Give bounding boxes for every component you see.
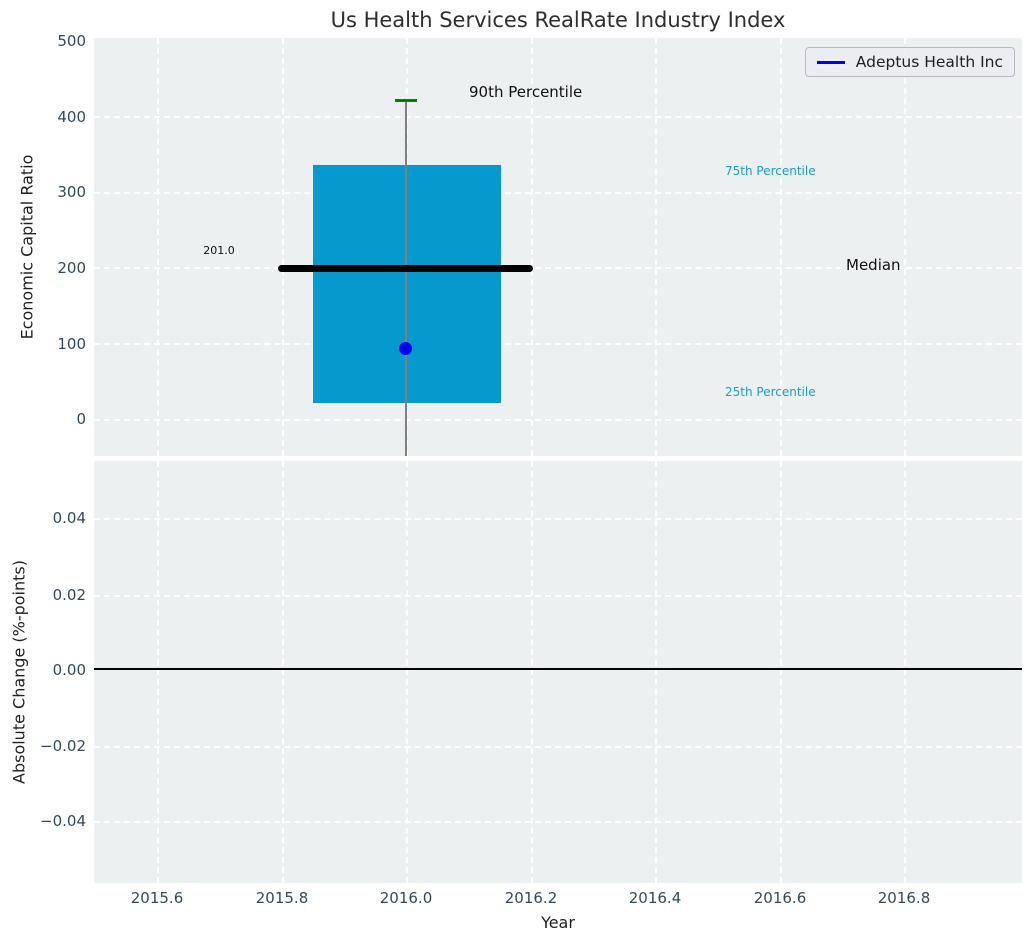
gridline-horizontal <box>94 116 1022 118</box>
90th-percentile-label: 90th Percentile <box>469 83 583 101</box>
x-tick-label: 2015.8 <box>255 889 309 907</box>
median-label: Median <box>846 256 901 274</box>
gridline-horizontal <box>94 267 1022 269</box>
y-tick-label: 0 <box>76 410 86 428</box>
legend-label: Adeptus Health Inc <box>855 53 1003 71</box>
median-line <box>278 265 533 272</box>
y-tick-label: −0.04 <box>40 812 86 830</box>
y-tick-label: 0.04 <box>52 509 86 527</box>
gridline-horizontal <box>94 518 1022 520</box>
chart-title: Us Health Services RealRate Industry Ind… <box>330 8 786 32</box>
x-tick-label: 2016.0 <box>379 889 433 907</box>
gridline-vertical <box>904 461 906 883</box>
gridline-vertical <box>655 38 657 456</box>
legend: Adeptus Health Inc <box>804 47 1015 77</box>
y-tick-label: 0.00 <box>52 661 86 679</box>
75th-percentile-label: 75th Percentile <box>725 164 816 178</box>
x-tick-label: 2016.2 <box>504 889 558 907</box>
gridline-vertical <box>780 38 782 456</box>
whisker-line <box>405 100 407 456</box>
gridline-vertical <box>282 38 284 456</box>
legend-line-swatch <box>816 60 845 64</box>
bottom-y-axis-title: Absolute Change (%-points) <box>9 560 29 784</box>
gridline-vertical <box>157 38 159 456</box>
gridline-horizontal <box>94 821 1022 823</box>
y-tick-label: 500 <box>57 32 86 50</box>
gridline-vertical <box>282 461 284 883</box>
top-y-axis-title: Economic Capital Ratio <box>17 154 37 340</box>
gridline-vertical <box>406 461 408 883</box>
x-tick-label: 2016.4 <box>628 889 682 907</box>
y-tick-label: 100 <box>57 335 86 353</box>
x-tick-label: 2016.6 <box>753 889 807 907</box>
zero-reference-line <box>94 668 1022 670</box>
y-tick-label: 200 <box>57 259 86 277</box>
y-tick-label: 0.02 <box>52 586 86 604</box>
y-tick-label: −0.02 <box>40 737 86 755</box>
gridline-vertical <box>157 461 159 883</box>
gridline-vertical <box>780 461 782 883</box>
gridline-horizontal <box>94 595 1022 597</box>
top-axes-economic-capital-ratio: 201.0 90th Percentile 75th Percentile Me… <box>94 38 1022 456</box>
gridline-vertical <box>531 38 533 456</box>
median-value-label: 201.0 <box>203 244 235 257</box>
gridline-horizontal <box>94 343 1022 345</box>
gridline-horizontal <box>94 746 1022 748</box>
interquartile-box <box>313 165 501 403</box>
gridline-vertical <box>531 461 533 883</box>
gridline-horizontal <box>94 419 1022 421</box>
x-axis-title: Year <box>541 913 575 932</box>
25th-percentile-label: 25th Percentile <box>725 385 816 399</box>
gridline-horizontal <box>94 192 1022 194</box>
bottom-axes-absolute-change <box>94 461 1022 883</box>
x-tick-label: 2016.8 <box>877 889 931 907</box>
y-tick-label: 400 <box>57 108 86 126</box>
gridline-vertical <box>655 461 657 883</box>
90th-percentile-cap <box>395 99 417 102</box>
y-tick-label: 300 <box>57 183 86 201</box>
gridline-vertical <box>904 38 906 456</box>
x-tick-label: 2015.6 <box>130 889 184 907</box>
company-data-point <box>399 342 412 355</box>
